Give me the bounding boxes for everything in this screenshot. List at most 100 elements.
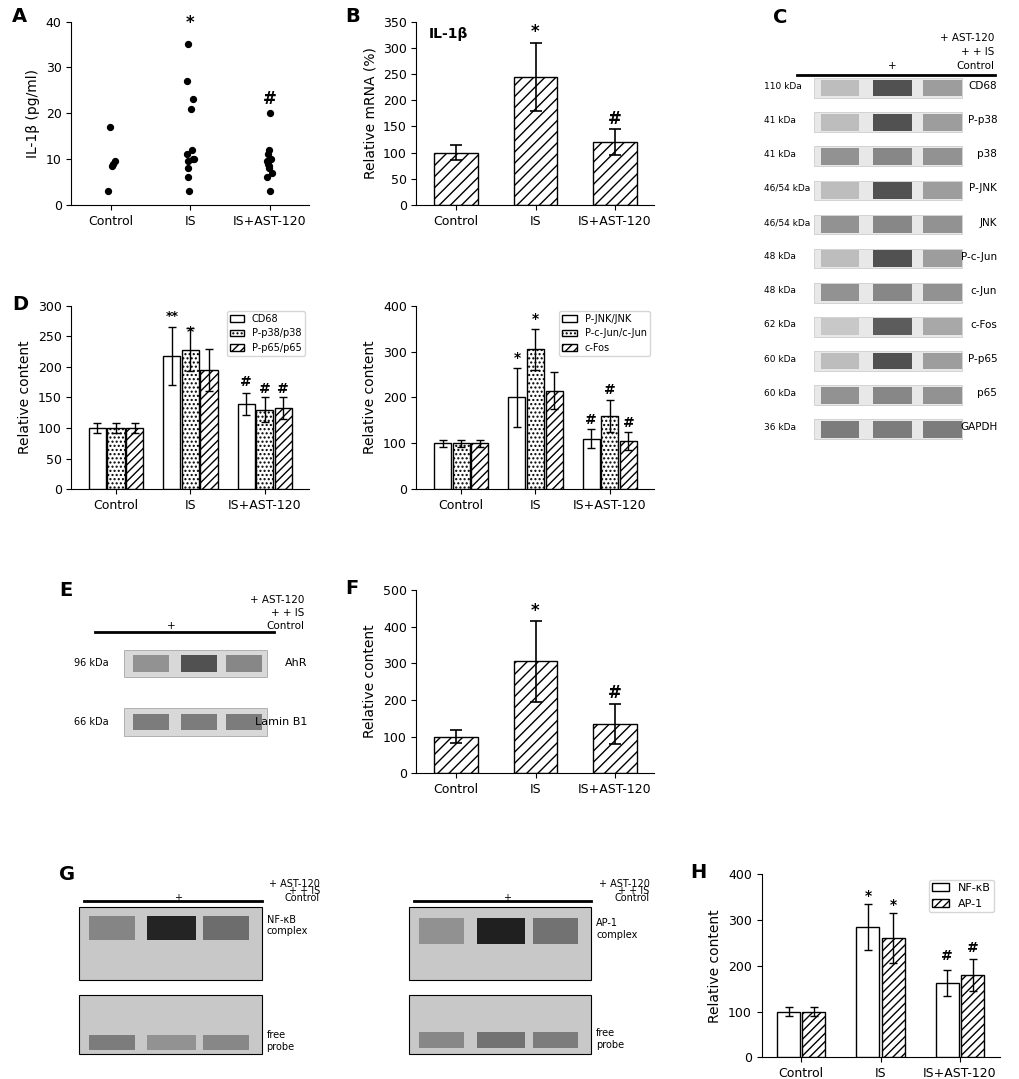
Text: *: * [531,24,539,41]
Text: A: A [12,6,26,26]
FancyBboxPatch shape [872,250,911,267]
Bar [802,1012,824,1057]
Point [179,153,196,170]
Bar [880,939,904,1057]
Text: NF-κB
complex: NF-κB complex [266,915,308,937]
Text: p65: p65 [976,388,997,398]
Text: Lamin B1: Lamin B1 [255,716,307,727]
Text: Control: Control [266,622,305,631]
Text: + + IS: + + IS [271,609,305,618]
FancyBboxPatch shape [78,995,261,1054]
Text: #: # [259,382,270,396]
FancyBboxPatch shape [820,182,858,199]
FancyBboxPatch shape [820,386,858,404]
Text: E: E [59,581,72,600]
Text: P-JNK: P-JNK [968,183,997,193]
FancyBboxPatch shape [922,216,961,233]
Point [260,155,276,173]
Point [183,141,200,159]
Text: AhR: AhR [284,658,307,668]
Bar [274,409,291,489]
Text: c-Jun: c-Jun [970,286,997,296]
Point [261,160,277,177]
Bar [107,428,124,489]
Y-axis label: Relative content: Relative content [363,341,377,454]
FancyBboxPatch shape [813,385,961,405]
FancyBboxPatch shape [419,918,464,944]
Text: H: H [690,863,706,883]
FancyBboxPatch shape [872,386,911,404]
FancyBboxPatch shape [922,386,961,404]
Legend: P-JNK/JNK, P-c-Jun/c-Jun, c-Fos: P-JNK/JNK, P-c-Jun/c-Jun, c-Fos [558,311,649,356]
Text: B: B [344,6,360,26]
Text: P-p38: P-p38 [967,115,997,125]
Text: p38: p38 [976,149,997,160]
Bar [960,975,983,1057]
Text: 96 kDa: 96 kDa [73,658,108,668]
Text: Control: Control [956,62,994,71]
Point [180,182,197,200]
Point [182,100,199,118]
Point [105,155,121,173]
Text: P-p65: P-p65 [967,354,997,364]
FancyBboxPatch shape [820,353,858,369]
Text: *: * [863,889,870,903]
Point [262,150,278,167]
FancyBboxPatch shape [226,713,262,730]
Bar [545,391,562,489]
Point [100,182,116,200]
Text: + AST-120: + AST-120 [598,878,649,889]
Text: #: # [941,950,952,964]
Text: + AST-120: + AST-120 [250,596,305,605]
Bar [126,428,143,489]
Text: Control: Control [284,893,320,903]
Point [104,158,120,175]
Point [260,158,276,175]
Text: 46/54 kDa: 46/54 kDa [763,218,809,227]
Bar [592,724,636,774]
Point [179,168,196,186]
Text: JNK: JNK [979,218,997,228]
Text: 66 kDa: 66 kDa [73,716,108,727]
Text: 110 kDa: 110 kDa [763,82,801,91]
FancyBboxPatch shape [922,353,961,369]
Point [264,164,280,181]
FancyBboxPatch shape [872,113,911,131]
FancyBboxPatch shape [813,420,961,439]
Text: *: * [186,325,194,339]
FancyBboxPatch shape [872,148,911,165]
Point [261,141,277,159]
Bar [527,350,543,489]
FancyBboxPatch shape [820,216,858,233]
FancyBboxPatch shape [203,1036,249,1050]
Text: #: # [607,110,622,127]
Text: #: # [966,941,977,955]
Text: 41 kDa: 41 kDa [763,115,795,125]
Y-axis label: Relative content: Relative content [708,909,721,1023]
FancyBboxPatch shape [820,250,858,267]
Text: *: * [513,351,520,365]
FancyBboxPatch shape [133,713,169,730]
Y-axis label: Relative content: Relative content [18,341,33,454]
FancyBboxPatch shape [148,1036,196,1050]
Bar [434,152,478,205]
FancyBboxPatch shape [813,112,961,132]
Point [185,91,202,108]
FancyBboxPatch shape [922,421,961,438]
FancyBboxPatch shape [872,216,911,233]
Text: #: # [603,383,615,397]
FancyBboxPatch shape [872,182,911,199]
FancyBboxPatch shape [89,1036,135,1050]
Bar [507,397,525,489]
FancyBboxPatch shape [872,318,911,336]
Text: #: # [622,416,634,431]
Point [260,146,276,163]
FancyBboxPatch shape [813,249,961,269]
FancyBboxPatch shape [872,285,911,301]
Bar [163,356,180,489]
Bar [514,77,556,205]
FancyBboxPatch shape [180,713,216,730]
Text: D: D [12,295,28,314]
FancyBboxPatch shape [872,421,911,438]
Y-axis label: Relative mRNA (%): Relative mRNA (%) [363,47,377,179]
